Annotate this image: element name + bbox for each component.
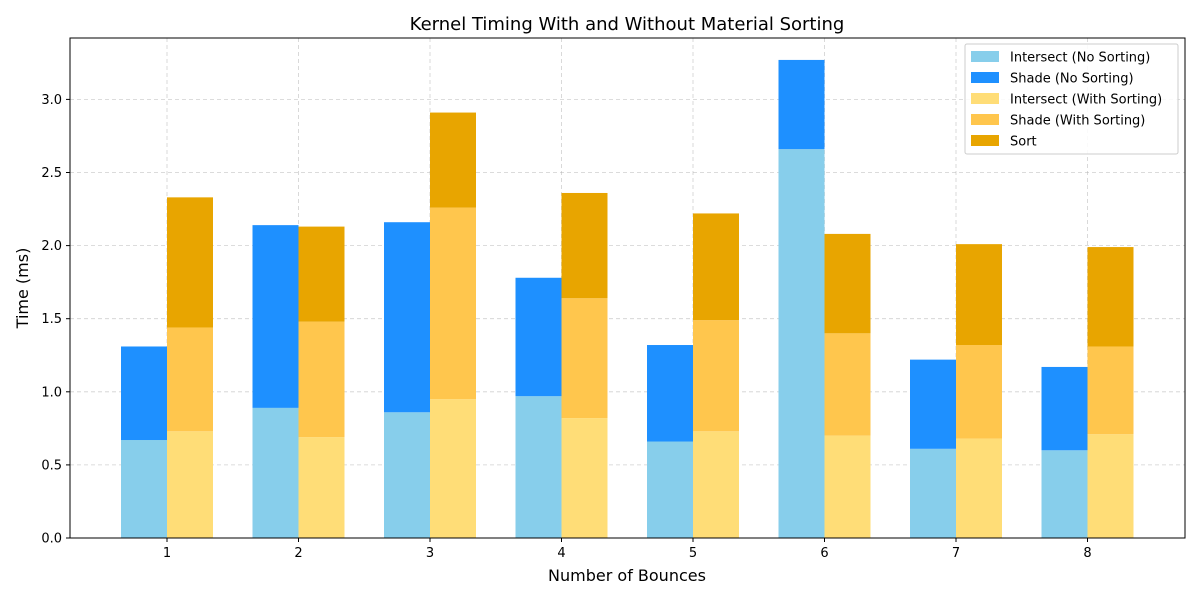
bar-intersect-with-sorting-6 <box>824 435 871 538</box>
y-tick-label: 2.0 <box>41 239 62 254</box>
bar-shade-with-sorting-4 <box>561 298 608 419</box>
bar-shade-with-sorting-1 <box>167 327 213 432</box>
x-tick-label: 3 <box>426 546 434 561</box>
legend-label: Shade (No Sorting) <box>1010 72 1134 87</box>
ticks: 0.0 0.5 1.0 1.5 2.0 2.5 3.0 1 2 3 4 5 6 7 8 <box>41 93 1091 561</box>
y-tick-label: 3.0 <box>41 93 62 108</box>
bar-shade-no-sorting-6 <box>778 59 825 150</box>
bar-shade-no-sorting-3 <box>384 222 430 413</box>
bar-intersect-no-sorting-3 <box>384 412 430 538</box>
bar-intersect-with-sorting-8 <box>1087 434 1134 538</box>
legend-swatch <box>971 72 999 83</box>
chart-title: Kernel Timing With and Without Material … <box>410 14 845 35</box>
plot-frame <box>69 37 1186 539</box>
y-tick-label: 0.5 <box>41 458 62 473</box>
bar-sort-7 <box>956 244 1002 346</box>
bar-shade-with-sorting-7 <box>956 345 1002 439</box>
y-tick-label: 2.5 <box>41 166 62 181</box>
bar-shade-no-sorting-5 <box>647 345 693 442</box>
bar-intersect-with-sorting-5 <box>693 431 739 538</box>
legend: Intersect (No Sorting) Shade (No Sorting)… <box>964 43 1179 155</box>
x-axis-label: Number of Bounces <box>548 566 706 585</box>
bars <box>121 59 1134 538</box>
legend-box <box>964 43 1179 155</box>
legend-label: Intersect (With Sorting) <box>1010 93 1162 108</box>
x-tick-label: 8 <box>1083 546 1091 561</box>
y-tick-label: 1.5 <box>41 312 62 327</box>
legend-swatch <box>971 51 999 62</box>
bar-intersect-no-sorting-2 <box>252 407 299 538</box>
bar-intersect-with-sorting-1 <box>167 431 213 538</box>
bar-shade-no-sorting-7 <box>910 359 956 449</box>
legend-swatch <box>971 93 999 104</box>
bar-intersect-no-sorting-7 <box>910 448 956 538</box>
bar-intersect-no-sorting-4 <box>515 396 562 538</box>
bar-intersect-with-sorting-3 <box>430 399 476 538</box>
bar-intersect-with-sorting-4 <box>561 418 608 538</box>
bar-intersect-no-sorting-1 <box>121 440 167 538</box>
legend-swatch <box>971 114 999 125</box>
bar-sort-1 <box>167 197 213 328</box>
bar-sort-3 <box>430 112 476 208</box>
bar-intersect-with-sorting-2 <box>298 437 345 538</box>
bar-shade-no-sorting-1 <box>121 346 167 441</box>
x-tick-label: 5 <box>689 546 697 561</box>
bar-intersect-with-sorting-7 <box>956 438 1002 538</box>
bar-shade-no-sorting-2 <box>252 225 299 408</box>
y-tick-label: 0.0 <box>41 532 62 547</box>
bar-intersect-no-sorting-8 <box>1041 450 1088 538</box>
y-tick-label: 1.0 <box>41 385 62 400</box>
bar-sort-6 <box>824 233 871 334</box>
bar-shade-with-sorting-2 <box>298 321 345 438</box>
x-tick-label: 6 <box>820 546 828 561</box>
bar-sort-8 <box>1087 247 1134 347</box>
bar-shade-no-sorting-8 <box>1041 366 1088 451</box>
x-tick-label: 7 <box>952 546 960 561</box>
legend-label: Shade (With Sorting) <box>1010 114 1145 129</box>
bar-shade-with-sorting-5 <box>693 320 739 432</box>
bar-shade-no-sorting-4 <box>515 277 562 397</box>
legend-swatch <box>971 135 999 146</box>
bar-sort-5 <box>693 213 739 321</box>
bar-sort-4 <box>561 192 608 299</box>
bar-shade-with-sorting-3 <box>430 207 476 400</box>
bar-intersect-no-sorting-5 <box>647 441 693 538</box>
legend-label: Sort <box>1010 135 1037 150</box>
x-tick-label: 1 <box>163 546 171 561</box>
bar-sort-2 <box>298 226 345 322</box>
bar-intersect-no-sorting-6 <box>778 149 825 538</box>
bar-shade-with-sorting-8 <box>1087 346 1134 435</box>
x-tick-label: 4 <box>557 546 565 561</box>
bar-shade-with-sorting-6 <box>824 333 871 436</box>
x-tick-label: 2 <box>294 546 302 561</box>
legend-label: Intersect (No Sorting) <box>1010 51 1150 66</box>
y-axis-label: Time (ms) <box>13 248 32 330</box>
